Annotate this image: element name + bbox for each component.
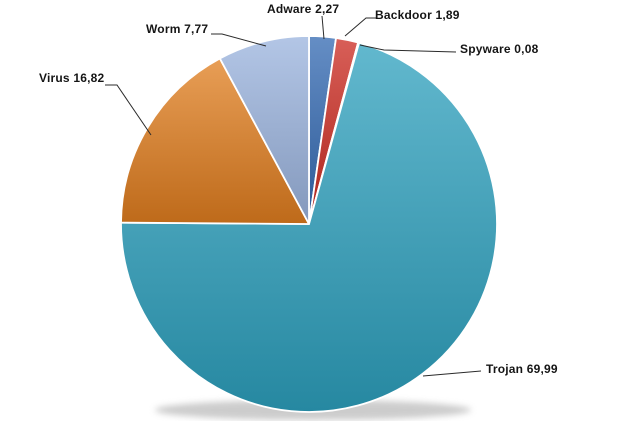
leader-line-virus xyxy=(105,84,152,136)
slice-label-worm: Worm 7,77 xyxy=(146,22,209,36)
leader-line-adware xyxy=(321,15,325,40)
pie-slice-trojan xyxy=(120,41,498,413)
slice-label-backdoor: Backdoor 1,89 xyxy=(375,8,460,22)
leader-line-trojan xyxy=(422,370,482,377)
leader-line-worm xyxy=(211,33,267,47)
slice-label-virus: Virus 16,82 xyxy=(39,71,105,85)
pie-slice-virus xyxy=(120,57,310,225)
leader-lines-group xyxy=(105,15,482,377)
slice-label-spyware: Spyware 0,08 xyxy=(460,42,539,56)
pie-slice-worm xyxy=(218,35,310,225)
pie-slices-group xyxy=(120,35,498,413)
leader-line-backdoor xyxy=(344,17,376,37)
slice-label-adware: Adware 2,27 xyxy=(267,2,340,16)
slice-label-trojan: Trojan 69,99 xyxy=(486,362,558,376)
leader-line-spyware xyxy=(359,44,457,53)
